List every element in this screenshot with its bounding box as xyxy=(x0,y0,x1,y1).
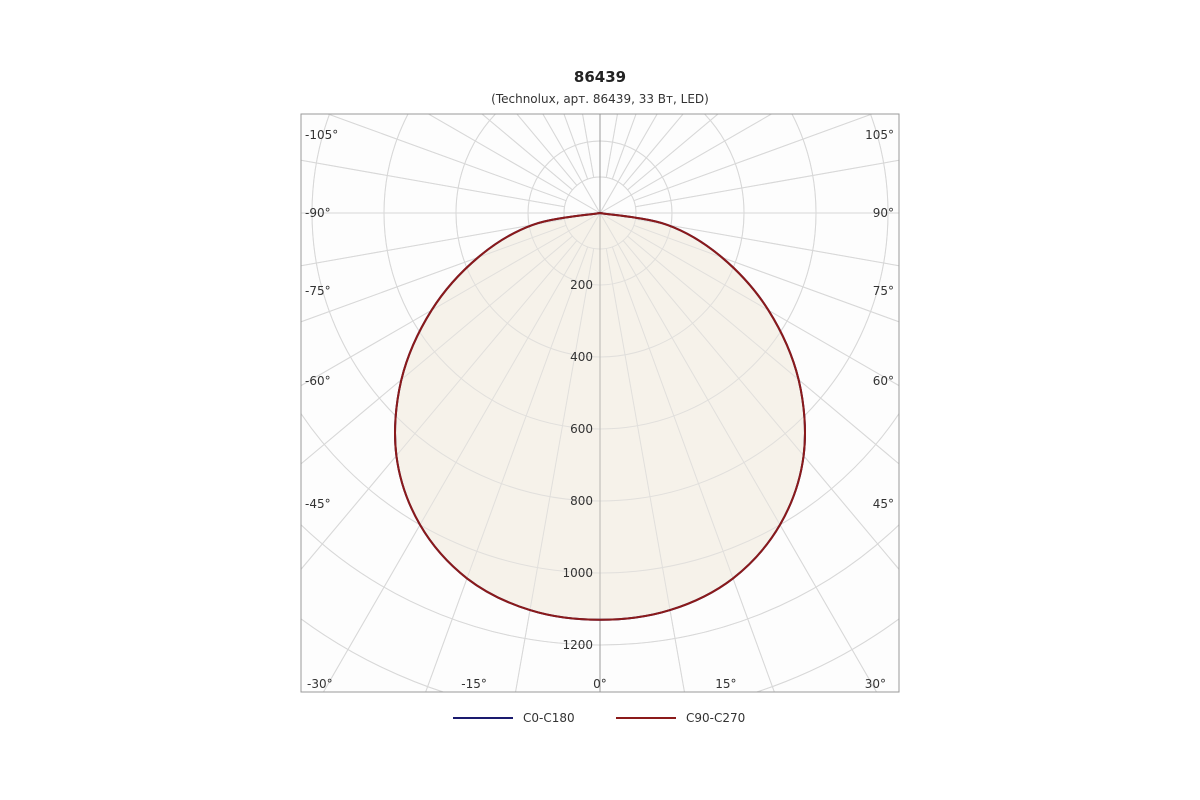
grid-spoke xyxy=(301,218,565,267)
angle-label: -105° xyxy=(305,128,338,142)
grid-spoke xyxy=(301,159,565,208)
grid-spoke xyxy=(301,212,601,387)
grid-spoke xyxy=(427,114,601,214)
grid-spoke xyxy=(633,114,874,202)
grid-spoke xyxy=(635,218,899,267)
grid-spoke xyxy=(622,240,899,571)
grid-spoke xyxy=(599,212,899,387)
grid-spoke xyxy=(481,114,573,191)
grid-spoke xyxy=(301,240,578,571)
angle-label: -75° xyxy=(305,284,331,298)
angle-label: 105° xyxy=(865,128,894,142)
angle-label: -30° xyxy=(307,677,333,691)
grid-spoke xyxy=(542,114,601,214)
grid-spoke xyxy=(515,248,595,692)
grid-spoke xyxy=(627,114,719,191)
grid-spoke xyxy=(599,114,658,214)
chart-subtitle: (Technolux, арт. 86439, 33 Вт, LED) xyxy=(491,92,709,106)
series-line-c90-c270 xyxy=(394,212,806,621)
angle-label: 45° xyxy=(873,497,894,511)
angle-label: -60° xyxy=(305,374,331,388)
grid-spoke xyxy=(326,114,567,202)
r-tick-label: 600 xyxy=(570,422,593,436)
legend-swatch-c90-c270 xyxy=(616,717,676,719)
r-tick-label: 200 xyxy=(570,278,593,292)
grid-spoke xyxy=(611,246,775,692)
r-tick-label: 800 xyxy=(570,494,593,508)
angle-label: -90° xyxy=(305,206,331,220)
grid-spoke xyxy=(605,248,685,692)
angle-label: -15° xyxy=(461,677,487,691)
legend-swatch-c0-c180 xyxy=(453,717,513,719)
legend-item-c0-c180: C0-C180 xyxy=(453,709,575,727)
angle-label: 90° xyxy=(873,206,894,220)
legend-item-c90-c270: C90-C270 xyxy=(616,709,745,727)
legend-label-c0-c180: C0-C180 xyxy=(523,711,575,725)
angle-label: 30° xyxy=(865,677,886,691)
angle-label: 60° xyxy=(873,374,894,388)
angle-label: 15° xyxy=(715,677,736,691)
grid-spoke xyxy=(599,212,878,692)
r-tick-label: 1000 xyxy=(562,566,593,580)
r-tick-label: 400 xyxy=(570,350,593,364)
grid-spoke xyxy=(635,159,899,208)
grid-spoke xyxy=(627,235,899,465)
legend-label-c90-c270: C90-C270 xyxy=(686,711,746,725)
angle-label: 0° xyxy=(593,677,607,691)
grid-spoke xyxy=(301,235,573,465)
angle-label: 75° xyxy=(873,284,894,298)
grid-spoke xyxy=(322,212,601,692)
plot-area-border xyxy=(300,113,900,693)
r-tick-label: 1200 xyxy=(562,638,593,652)
angle-label: -45° xyxy=(305,497,331,511)
chart-title: 86439 xyxy=(573,68,627,86)
grid-spoke xyxy=(425,246,589,692)
grid-spoke xyxy=(599,114,773,214)
